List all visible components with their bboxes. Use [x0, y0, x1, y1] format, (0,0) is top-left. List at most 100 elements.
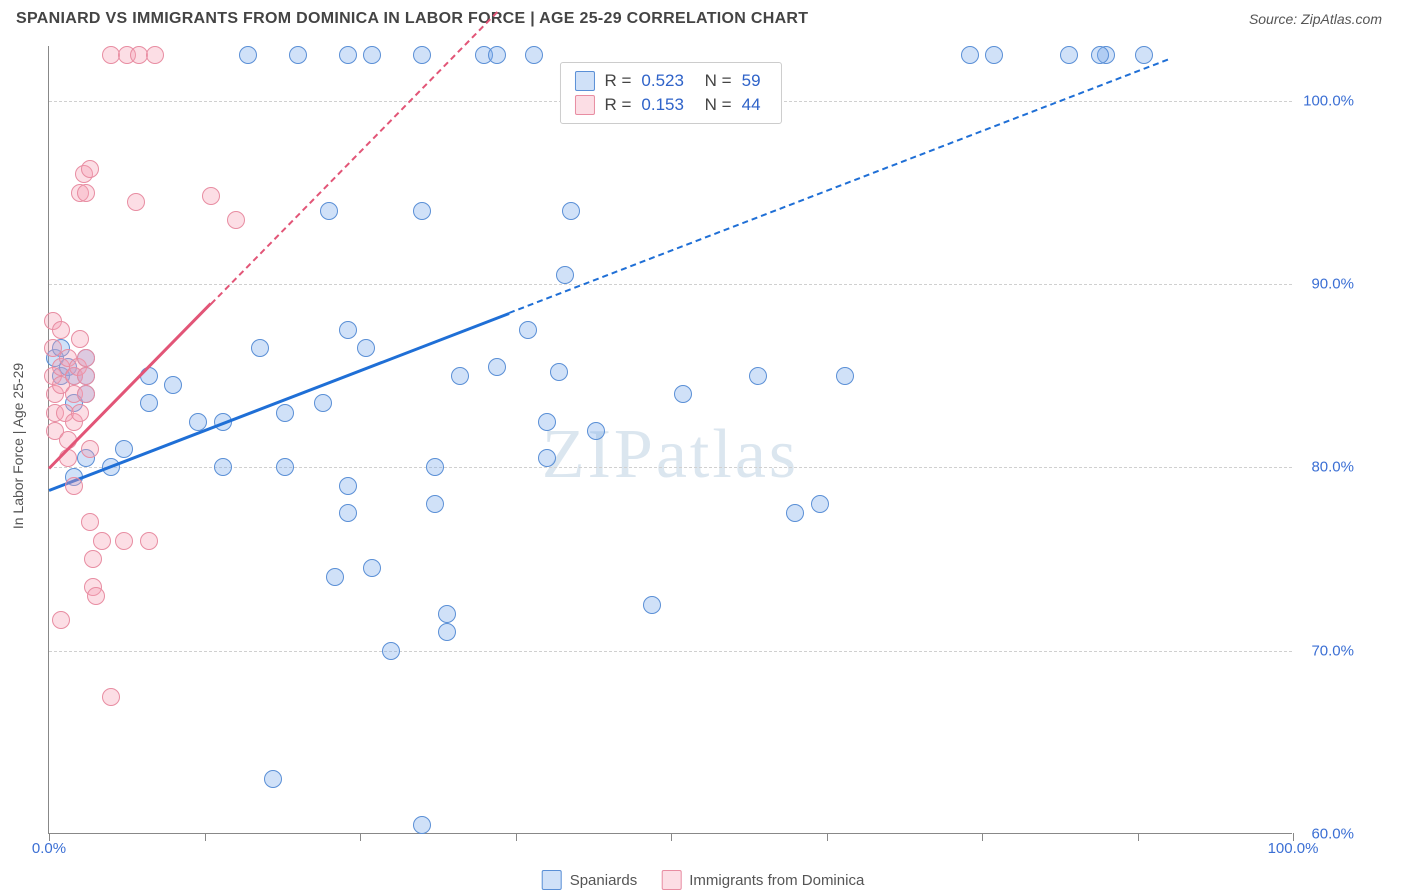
- stat-n-label: N =: [700, 95, 732, 115]
- x-tick: [1138, 833, 1139, 841]
- data-point: [811, 495, 829, 513]
- data-point: [674, 385, 692, 403]
- x-tick-label: 100.0%: [1268, 840, 1319, 857]
- data-point: [164, 376, 182, 394]
- data-point: [77, 385, 95, 403]
- data-point: [339, 477, 357, 495]
- data-point: [87, 587, 105, 605]
- data-point: [326, 568, 344, 586]
- data-point: [314, 394, 332, 412]
- data-point: [77, 184, 95, 202]
- data-point: [363, 559, 381, 577]
- legend-item: Immigrants from Dominica: [661, 870, 864, 890]
- data-point: [65, 477, 83, 495]
- data-point: [81, 160, 99, 178]
- data-point: [71, 404, 89, 422]
- data-point: [413, 816, 431, 834]
- x-tick: [360, 833, 361, 841]
- data-point: [426, 458, 444, 476]
- data-point: [276, 404, 294, 422]
- data-point: [1135, 46, 1153, 64]
- stat-r-label: R =: [604, 71, 631, 91]
- data-point: [538, 449, 556, 467]
- chart-source: Source: ZipAtlas.com: [1249, 11, 1382, 27]
- data-point: [251, 339, 269, 357]
- data-point: [488, 358, 506, 376]
- data-point: [339, 46, 357, 64]
- stat-n-value: 59: [742, 71, 767, 91]
- stat-r-value: 0.523: [641, 71, 690, 91]
- x-tick: [827, 833, 828, 841]
- data-point: [525, 46, 543, 64]
- data-point: [961, 46, 979, 64]
- data-point: [77, 367, 95, 385]
- data-point: [140, 532, 158, 550]
- stat-n-label: N =: [700, 71, 732, 91]
- data-point: [264, 770, 282, 788]
- x-tick: [982, 833, 983, 841]
- data-point: [140, 394, 158, 412]
- stat-r-value: 0.153: [641, 95, 690, 115]
- data-point: [81, 513, 99, 531]
- data-point: [1060, 46, 1078, 64]
- data-point: [320, 202, 338, 220]
- data-point: [227, 211, 245, 229]
- legend-label: Spaniards: [570, 872, 638, 889]
- data-point: [214, 458, 232, 476]
- data-point: [71, 330, 89, 348]
- stats-row: R = 0.523 N = 59: [574, 69, 766, 93]
- chart-legend: Spaniards Immigrants from Dominica: [536, 870, 871, 890]
- data-point: [985, 46, 1003, 64]
- series-swatch: [574, 71, 594, 91]
- data-point: [84, 550, 102, 568]
- data-point: [102, 688, 120, 706]
- data-point: [556, 266, 574, 284]
- data-point: [289, 46, 307, 64]
- data-point: [749, 367, 767, 385]
- data-point: [519, 321, 537, 339]
- data-point: [52, 611, 70, 629]
- legend-swatch: [661, 870, 681, 890]
- data-point: [127, 193, 145, 211]
- y-tick-label: 70.0%: [1311, 642, 1354, 659]
- data-point: [93, 532, 111, 550]
- data-point: [339, 504, 357, 522]
- legend-label: Immigrants from Dominica: [689, 872, 864, 889]
- data-point: [836, 367, 854, 385]
- data-point: [643, 596, 661, 614]
- stats-row: R = 0.153 N = 44: [574, 93, 766, 117]
- y-tick-label: 100.0%: [1303, 92, 1354, 109]
- data-point: [1091, 46, 1109, 64]
- data-point: [451, 367, 469, 385]
- data-point: [426, 495, 444, 513]
- data-point: [339, 321, 357, 339]
- chart-header: SPANIARD VS IMMIGRANTS FROM DOMINICA IN …: [0, 0, 1406, 36]
- data-point: [413, 46, 431, 64]
- data-point: [52, 321, 70, 339]
- data-point: [202, 187, 220, 205]
- legend-item: Spaniards: [542, 870, 638, 890]
- chart-title: SPANIARD VS IMMIGRANTS FROM DOMINICA IN …: [16, 10, 808, 28]
- watermark-text: ZIPatlas: [542, 415, 799, 495]
- data-point: [562, 202, 580, 220]
- data-point: [438, 605, 456, 623]
- y-tick-label: 90.0%: [1311, 276, 1354, 293]
- series-swatch: [574, 95, 594, 115]
- data-point: [363, 46, 381, 64]
- y-axis-label: In Labor Force | Age 25-29: [10, 363, 26, 529]
- data-point: [382, 642, 400, 660]
- x-tick: [671, 833, 672, 841]
- gridline-horizontal: [49, 467, 1292, 468]
- x-tick: [205, 833, 206, 841]
- stat-r-label: R =: [604, 95, 631, 115]
- data-point: [276, 458, 294, 476]
- data-point: [81, 440, 99, 458]
- stat-n-value: 44: [742, 95, 767, 115]
- gridline-horizontal: [49, 284, 1292, 285]
- legend-swatch: [542, 870, 562, 890]
- stats-box: R = 0.523 N = 59 R = 0.153 N = 44: [559, 62, 781, 124]
- gridline-horizontal: [49, 651, 1292, 652]
- data-point: [488, 46, 506, 64]
- data-point: [538, 413, 556, 431]
- data-point: [115, 440, 133, 458]
